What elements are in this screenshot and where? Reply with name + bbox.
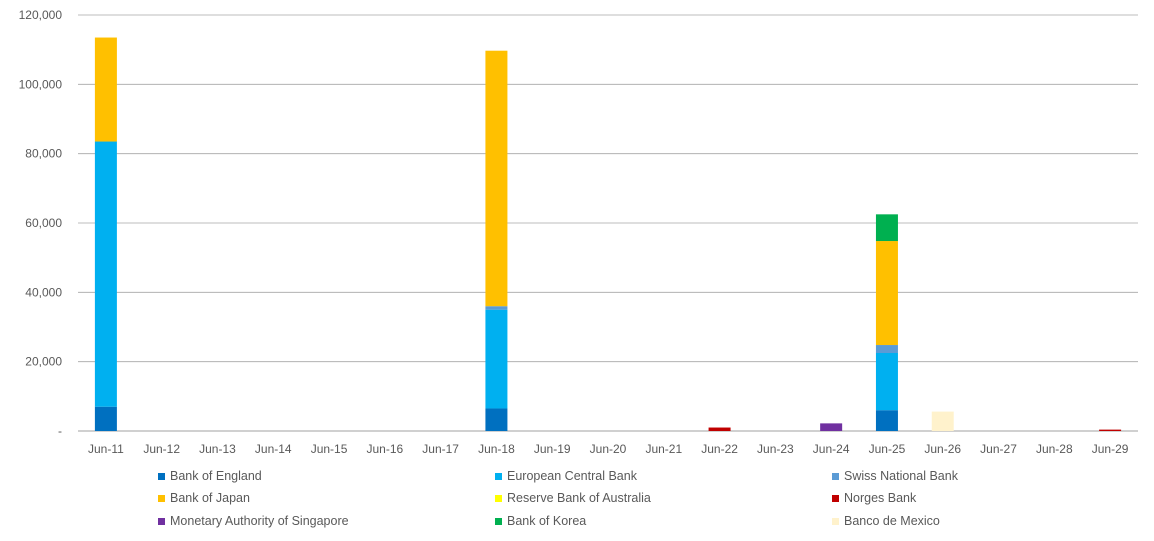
bar-segment: [820, 423, 843, 431]
x-axis-ticks: Jun-11 Jun-12 Jun-13 Jun-14 Jun-15 Jun-16 Jun-…: [88, 442, 1129, 456]
x-tick-label: Jun-24: [813, 442, 850, 456]
bar-segment: [931, 411, 954, 431]
x-tick-label: Jun-16: [366, 442, 403, 456]
x-tick-label: Jun-13: [199, 442, 236, 456]
bar-segment: [485, 50, 508, 307]
bar-segment: [94, 37, 117, 142]
y-tick-label: 60,000: [25, 216, 62, 230]
x-tick-label: Jun-19: [534, 442, 571, 456]
x-tick-label: Jun-15: [311, 442, 348, 456]
x-tick-label: Jun-20: [590, 442, 627, 456]
y-tick-label: 120,000: [19, 8, 63, 22]
x-tick-label: Jun-14: [255, 442, 292, 456]
x-tick-label: Jun-28: [1036, 442, 1073, 456]
y-tick-label: 40,000: [25, 285, 62, 299]
y-tick-label: 80,000: [25, 147, 62, 161]
x-tick-label: Jun-29: [1092, 442, 1129, 456]
y-tick-label: -: [58, 424, 62, 438]
x-tick-label: Jun-21: [645, 442, 682, 456]
x-tick-label: Jun-18: [478, 442, 515, 456]
bar-segment: [94, 406, 117, 431]
y-tick-label: 20,000: [25, 355, 62, 369]
x-tick-label: Jun-17: [422, 442, 459, 456]
x-tick-label: Jun-25: [869, 442, 906, 456]
x-tick-label: Jun-27: [980, 442, 1017, 456]
bar-segment: [875, 410, 898, 431]
x-tick-label: Jun-11: [88, 442, 124, 456]
y-tick-label: 100,000: [19, 77, 63, 91]
x-tick-label: Jun-12: [143, 442, 180, 456]
bar-segment: [708, 427, 731, 431]
y-axis-ticks: - 20,000 40,000 60,000 80,000 100,000 120,000: [19, 8, 63, 438]
bars: [94, 37, 1122, 431]
x-tick-label: Jun-23: [757, 442, 794, 456]
bar-segment: [875, 241, 898, 346]
gridlines: [78, 14, 1138, 432]
bar-segment: [485, 408, 508, 431]
bar-segment: [875, 345, 898, 353]
bar-segment: [875, 353, 898, 411]
bar-segment: [485, 306, 508, 310]
bar-segment: [875, 214, 898, 242]
x-tick-label: Jun-22: [701, 442, 738, 456]
bar-segment: [1099, 429, 1122, 431]
bar-segment: [485, 309, 508, 409]
bar-segment: [94, 141, 117, 407]
x-tick-label: Jun-26: [924, 442, 961, 456]
